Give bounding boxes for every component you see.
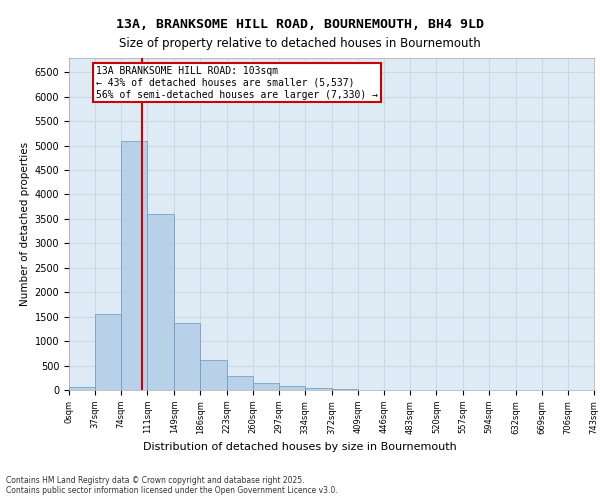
Bar	[253, 383, 279, 390]
Text: 13A, BRANKSOME HILL ROAD, BOURNEMOUTH, BH4 9LD: 13A, BRANKSOME HILL ROAD, BOURNEMOUTH, B…	[116, 18, 484, 30]
Bar	[174, 322, 200, 390]
Y-axis label: Number of detached properties: Number of detached properties	[20, 142, 31, 306]
Bar	[121, 140, 148, 390]
Bar	[148, 214, 174, 390]
Bar	[227, 376, 253, 390]
Bar	[305, 388, 332, 390]
Text: Contains HM Land Registry data © Crown copyright and database right 2025.
Contai: Contains HM Land Registry data © Crown c…	[6, 476, 338, 495]
Text: Distribution of detached houses by size in Bournemouth: Distribution of detached houses by size …	[143, 442, 457, 452]
Bar	[95, 314, 121, 390]
Bar	[200, 360, 227, 390]
Bar	[279, 386, 305, 390]
Text: Size of property relative to detached houses in Bournemouth: Size of property relative to detached ho…	[119, 38, 481, 51]
Bar	[69, 386, 95, 390]
Text: 13A BRANKSOME HILL ROAD: 103sqm
← 43% of detached houses are smaller (5,537)
56%: 13A BRANKSOME HILL ROAD: 103sqm ← 43% of…	[96, 66, 378, 100]
Bar	[332, 389, 358, 390]
